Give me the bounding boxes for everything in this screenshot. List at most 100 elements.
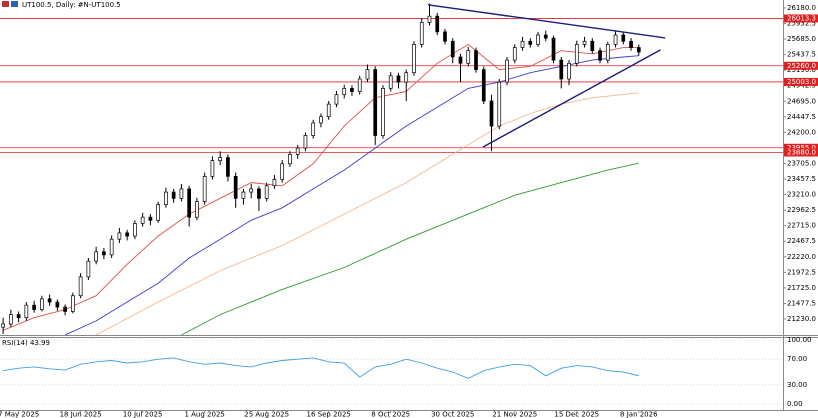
candle-body [458,56,463,64]
moving-average [181,162,639,335]
rsi-tick-label: 30.00 [787,381,807,389]
candle-body [71,295,75,312]
y-tick-label: 22220.0 [787,253,816,261]
candle-body [388,75,393,89]
moving-average [2,43,639,331]
candle-body [373,69,378,136]
candle-body [40,298,44,310]
candle-body [1,323,5,328]
candle-body [241,191,246,199]
x-tick-label: 21 Nov 2025 [492,411,537,418]
candle-body [350,88,354,92]
candle-body [512,47,517,61]
candle-body [164,191,168,205]
level-label: 23880.0 [787,148,816,156]
candle-body [365,69,370,80]
candle-body [342,88,347,96]
level-label: 23955.0 [787,144,816,152]
candle-body [257,188,261,199]
candle-body [303,135,308,149]
candle-body [295,147,300,155]
price-panel [0,3,783,335]
x-tick-label: 8 Oct 2025 [371,411,410,418]
candle-body [140,216,145,224]
candle-body [536,34,540,45]
y-tick-label: 21972.5 [787,268,816,276]
x-tick-label: 15 Dec 2025 [554,411,599,418]
candle-body [24,304,29,319]
y-tick-label: 26180.0 [787,4,816,12]
candle-body [280,163,285,180]
candle-body [497,81,502,127]
candle-body [357,78,362,92]
candle-body [78,276,83,297]
y-tick-label: 23705.0 [787,159,816,167]
y-tick-label: 25932.5 [787,20,816,28]
y-tick-label: 21477.5 [787,299,816,307]
y-tick-label: 22715.0 [787,222,816,230]
candle-body [574,44,579,64]
candle-body [613,34,618,45]
candle-body [117,232,122,240]
x-tick-label: 18 Jun 2025 [60,411,102,418]
candle-body [334,94,339,105]
candle-body [567,62,571,80]
candle-body [202,176,207,202]
candle-body [381,88,385,136]
candle-body [636,47,641,53]
rsi-tick-label: 70.00 [787,355,807,363]
trendline [427,4,666,39]
candle-body [474,50,478,70]
candle-body [55,301,60,308]
x-tick-label: 8 Jan 2026 [620,411,658,418]
y-tick-label: 22962.5 [787,206,816,214]
candle-body [125,232,129,237]
level-label-box [784,77,818,86]
candle-body [179,188,184,199]
candle-body [195,201,199,218]
symbol-icon [2,1,9,7]
x-tick-label: 16 Sep 2025 [307,411,351,418]
candle-body [47,298,52,303]
candle-body [218,157,223,162]
candle-body [171,191,176,199]
candle-body [543,34,548,39]
level-label: 25003.0 [787,78,816,86]
y-tick-label: 24200.0 [787,128,816,136]
candle-body [133,223,137,237]
candle-body [605,44,610,61]
candle-body [466,50,471,64]
rsi-tick-label: 0.00 [787,400,803,408]
candle-body [528,40,533,45]
candle-body [598,50,602,61]
candle-body [427,15,432,23]
candle-body [582,40,587,45]
y-tick-label: 21725.0 [787,284,816,292]
x-tick-label: 25 Aug 2025 [244,411,289,418]
level-label-box [784,61,818,70]
candle-body [559,59,564,80]
y-tick-label: 25190.0 [787,66,816,74]
candle-body [288,154,292,165]
candle-body [326,103,331,118]
level-label: 25260.0 [787,62,816,70]
x-tick-label: 7 May 2025 [0,411,39,418]
candle-body [210,160,215,177]
candle-body [16,314,21,319]
chart-title: UT100.5, Daily: #N-UT100.5 [22,1,121,9]
candle-body [450,40,455,58]
candle-body [396,75,401,83]
candle-body [187,188,192,218]
candle-body [419,22,424,45]
candle-body [32,304,36,310]
candle-body [249,188,254,193]
y-tick-label: 24447.5 [787,113,816,121]
candle-body [489,100,494,127]
candle-body [629,40,633,48]
candle-body [319,116,323,124]
candle-body [148,216,153,221]
candle-body [264,185,269,199]
